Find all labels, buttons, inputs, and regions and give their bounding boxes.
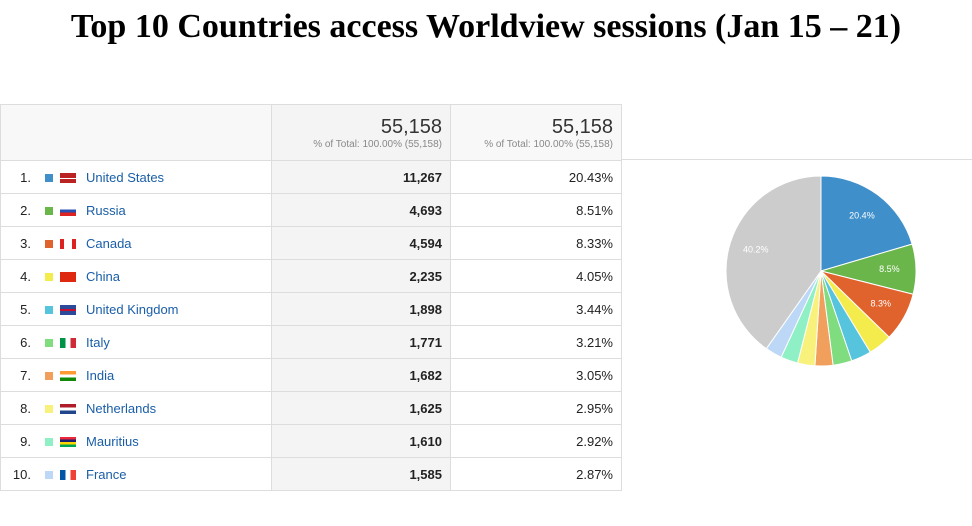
rank: 6.	[20, 334, 31, 350]
percent: 2.87%	[450, 457, 622, 491]
legend-swatch	[45, 239, 53, 248]
percent: 8.51%	[450, 193, 622, 227]
legend-swatch	[45, 206, 53, 215]
country-cell: 8. Netherlands	[0, 391, 272, 425]
page-title: Top 10 Countries access Worldview sessio…	[70, 8, 902, 45]
percent: 2.95%	[450, 391, 622, 425]
percent: 3.21%	[450, 325, 622, 359]
flag-icon	[60, 172, 76, 183]
legend-swatch	[45, 338, 53, 347]
sessions: 1,625	[271, 391, 451, 425]
country-cell: 9. Mauritius	[0, 424, 272, 458]
sessions: 1,682	[271, 358, 451, 392]
total: 55,158	[380, 115, 442, 138]
percent: 20.43%	[450, 160, 622, 194]
country-cell: 4. China	[0, 259, 272, 293]
country-name[interactable]: United States	[86, 169, 165, 185]
slice-label: 8.5%	[879, 264, 900, 274]
table-row: 6. Italy 1,771 3.21%	[0, 325, 622, 359]
table-row: 7. India 1,682 3.05%	[0, 358, 622, 392]
sessions: 1,771	[271, 325, 451, 359]
table-body: 1. United States 11,267 20.43% 2. Russia 4,693…	[0, 160, 622, 491]
percent: 4.05%	[450, 259, 622, 293]
data-table: 55,158% of Total: 100.00% (55,158) 55,15…	[0, 104, 622, 491]
percent: 3.44%	[450, 292, 622, 326]
rank: 2.	[20, 202, 31, 218]
total-note: % of Total: 100.00% (55,158)	[313, 138, 442, 150]
country-name[interactable]: Canada	[86, 235, 132, 251]
total-cell: 55,158% of Total: 100.00% (55,158)	[450, 104, 622, 161]
rank: 5.	[20, 301, 31, 317]
country-name[interactable]: Italy	[86, 334, 110, 350]
legend-swatch	[45, 305, 53, 314]
divider	[618, 159, 972, 160]
pie-chart: 20.4% 8.5% 8.3% 40.2%	[725, 175, 917, 367]
rank: 3.	[20, 235, 31, 251]
rank: 8.	[20, 400, 31, 416]
table-row: 8. Netherlands 1,625 2.95%	[0, 391, 622, 425]
country-cell: 6. Italy	[0, 325, 272, 359]
sessions: 4,594	[271, 226, 451, 260]
table-row: 10. France 1,585 2.87%	[0, 457, 622, 491]
country-name[interactable]: France	[86, 466, 127, 482]
country-cell: 2. Russia	[0, 193, 272, 227]
legend-swatch	[45, 404, 53, 413]
table-row: 1. United States 11,267 20.43%	[0, 160, 622, 194]
rank: 10.	[12, 466, 31, 482]
table-row: 5. United Kingdom 1,898 3.44%	[0, 292, 622, 326]
sessions: 1,585	[271, 457, 451, 491]
legend-swatch	[45, 371, 53, 380]
country-cell: 7. India	[0, 358, 272, 392]
percent: 3.05%	[450, 358, 622, 392]
rank: 9.	[20, 433, 31, 449]
pie-slice	[725, 175, 822, 350]
country-name[interactable]: China	[86, 268, 120, 284]
country-name[interactable]: United Kingdom	[86, 301, 179, 317]
rank: 1.	[20, 169, 31, 185]
table-row: 9. Mauritius 1,610 2.92%	[0, 424, 622, 458]
pie-slice	[820, 175, 913, 272]
total-cell: 55,158% of Total: 100.00% (55,158)	[271, 104, 451, 161]
header-cell	[0, 104, 272, 161]
country-cell: 10. France	[0, 457, 272, 491]
country-cell: 5. United Kingdom	[0, 292, 272, 326]
percent: 2.92%	[450, 424, 622, 458]
flag-icon	[60, 304, 76, 315]
sessions: 4,693	[271, 193, 451, 227]
flag-icon	[60, 271, 76, 282]
table-row: 2. Russia 4,693 8.51%	[0, 193, 622, 227]
country-name[interactable]: Russia	[86, 202, 126, 218]
flag-icon	[60, 337, 76, 348]
legend-swatch	[45, 173, 53, 182]
legend-swatch	[45, 437, 53, 446]
legend-swatch	[45, 272, 53, 281]
flag-icon	[60, 205, 76, 216]
slice-label: 8.3%	[870, 299, 891, 309]
rank: 7.	[20, 367, 31, 383]
table-row: 4. China 2,235 4.05%	[0, 259, 622, 293]
flag-icon	[60, 403, 76, 414]
flag-icon	[60, 436, 76, 447]
flag-icon	[60, 238, 76, 249]
slice-label: 20.4%	[849, 211, 875, 221]
rank: 4.	[20, 268, 31, 284]
country-name[interactable]: Netherlands	[86, 400, 157, 416]
table-row: 3. Canada 4,594 8.33%	[0, 226, 622, 260]
slice-label: 40.2%	[743, 245, 769, 255]
flag-icon	[60, 370, 76, 381]
total: 55,158	[551, 115, 613, 138]
country-cell: 1. United States	[0, 160, 272, 194]
country-name[interactable]: India	[86, 367, 115, 383]
sessions: 1,610	[271, 424, 451, 458]
sessions: 11,267	[271, 160, 451, 194]
sessions: 1,898	[271, 292, 451, 326]
legend-swatch	[45, 470, 53, 479]
flag-icon	[60, 469, 76, 480]
sessions: 2,235	[271, 259, 451, 293]
percent: 8.33%	[450, 226, 622, 260]
total-note: % of Total: 100.00% (55,158)	[484, 138, 613, 150]
country-name[interactable]: Mauritius	[86, 433, 139, 449]
country-cell: 3. Canada	[0, 226, 272, 260]
